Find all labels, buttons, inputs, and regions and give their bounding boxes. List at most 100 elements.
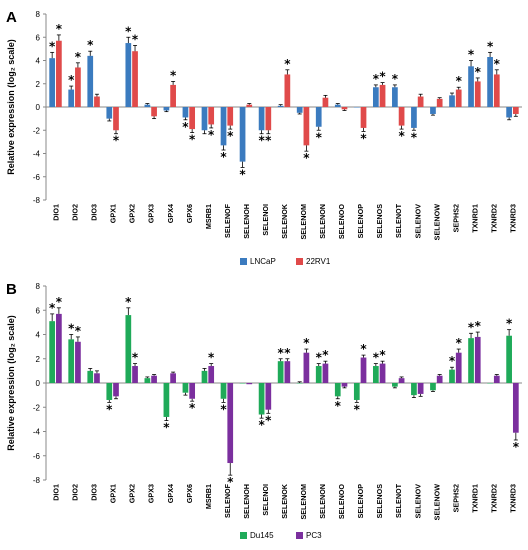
x-category-label: SELENON: [318, 484, 327, 519]
y-tick-label: -2: [33, 126, 41, 135]
bar-lncap-selenoh: [239, 107, 246, 162]
x-category-label: TXNRD1: [470, 204, 479, 233]
significance-star: *: [316, 130, 323, 144]
bar-22rv1-txnrd3: [512, 107, 519, 114]
x-category-label: GPX6: [185, 484, 194, 503]
significance-star: *: [284, 346, 291, 360]
significance-star: *: [392, 72, 399, 86]
x-category-label: SEPHS2: [451, 484, 460, 512]
x-category-label: MSRB1: [204, 484, 213, 509]
bar-lncap-gpx1: [106, 107, 113, 119]
significance-star: *: [132, 32, 139, 46]
significance-star: *: [208, 128, 215, 142]
bar-22rv1-gpx3: [151, 107, 157, 117]
x-category-label: SEPHS2: [451, 204, 460, 232]
bar-lncap-selenom: [296, 107, 303, 113]
bar-22rv1-sephs2: [455, 89, 462, 107]
bar-pc3-selenof: [227, 383, 234, 464]
bar-22rv1-selenof: [227, 107, 234, 126]
bar-du145-selenoi: [258, 383, 265, 415]
significance-star: *: [303, 151, 310, 165]
x-category-label: SELENOO: [337, 204, 346, 240]
x-category-label: SELENOT: [394, 483, 403, 518]
x-category-label: SELENOP: [356, 484, 365, 519]
bar-du145-gpx6: [182, 383, 189, 393]
significance-star: *: [49, 301, 56, 315]
bar-22rv1-selenos: [379, 84, 386, 107]
bar-du145-sephs2: [449, 369, 455, 383]
bar-du145-selenoo: [334, 383, 341, 397]
bar-pc3-selenoo: [341, 383, 348, 387]
significance-star: *: [227, 129, 234, 143]
significance-star: *: [398, 129, 405, 143]
x-category-label: SELENOI: [261, 484, 270, 516]
bar-22rv1-gpx4: [170, 84, 176, 107]
significance-star: *: [258, 418, 265, 432]
bar-pc3-selenow: [436, 375, 443, 383]
significance-star: *: [189, 133, 196, 147]
panel-a: A Relative expression (log₂ scale) -8 -6 -4 -…: [6, 9, 522, 266]
y-tick-label: -8: [33, 196, 41, 205]
bar-lncap-dio1: [49, 58, 56, 107]
significance-star: *: [239, 167, 246, 181]
bar-du145-dio2: [68, 339, 75, 383]
significance-star: *: [456, 336, 463, 350]
significance-star: *: [56, 295, 63, 309]
bar-lncap-txnrd3: [506, 107, 512, 118]
significance-star: *: [227, 475, 234, 489]
x-category-label: SELENOS: [375, 484, 384, 519]
bar-pc3-gpx6: [189, 383, 196, 399]
legend-label: Du145: [250, 531, 274, 540]
legend-swatch: [296, 532, 303, 539]
bar-lncap-gpx2: [125, 43, 132, 107]
legend-swatch: [240, 258, 247, 265]
x-category-label: GPX1: [109, 484, 118, 503]
bar-pc3-gpx2: [132, 366, 138, 383]
bar-pc3-txnrd1: [474, 336, 481, 383]
y-axis-label: Relative expression (log₂ scale): [6, 315, 16, 451]
significance-star: *: [487, 39, 494, 53]
bar-22rv1-dio2: [75, 67, 81, 107]
bar-du145-gpx4: [163, 383, 170, 417]
y-tick-label: 0: [36, 103, 41, 112]
x-category-label: SELENOT: [394, 203, 403, 238]
bar-22rv1-selenov: [417, 96, 424, 107]
significance-star: *: [278, 346, 285, 360]
x-category-label: SELENOM: [299, 484, 308, 520]
legend-label: LNCaP: [250, 257, 276, 266]
bar-pc3-selenom: [303, 352, 310, 383]
bar-lncap-dio2: [68, 89, 75, 107]
bar-22rv1-msrb1: [208, 107, 215, 125]
bar-lncap-selenoo: [334, 104, 341, 107]
x-category-label: GPX3: [147, 204, 156, 223]
panel-b: B Relative expression (log₂ scale) -8 -6 -4 -…: [6, 281, 522, 540]
x-category-label: SELENOK: [280, 483, 289, 519]
bar-du145-selenok: [277, 361, 284, 383]
bar-22rv1-selenoh: [246, 104, 253, 107]
x-category-label: GPX3: [147, 484, 156, 503]
bar-pc3-gpx3: [151, 375, 157, 383]
bar-22rv1-selenot: [398, 107, 405, 126]
significance-star: *: [456, 74, 463, 88]
bar-22rv1-selenop: [360, 107, 367, 128]
x-category-label: GPX1: [109, 204, 118, 223]
x-category-label: SELENOV: [413, 484, 422, 519]
bar-lncap-gpx6: [182, 107, 189, 118]
bar-lncap-txnrd1: [468, 66, 474, 107]
x-category-label: GPX4: [166, 484, 175, 503]
bar-lncap-selenov: [411, 107, 417, 128]
x-category-label: SELENOH: [242, 204, 251, 239]
x-category-label: SELENOK: [280, 203, 289, 239]
y-tick-label: -6: [33, 173, 41, 182]
legend-swatch: [240, 532, 247, 539]
legend-label: 22RV1: [306, 257, 331, 266]
significance-star: *: [265, 134, 272, 148]
bar-du145-txnrd3: [506, 335, 512, 383]
y-tick-label: -4: [33, 428, 41, 437]
significance-star: *: [379, 348, 386, 362]
bar-du145-gpx1: [106, 383, 113, 400]
bar-lncap-selenop: [353, 107, 360, 108]
x-category-label: SELENOH: [242, 484, 251, 519]
significance-star: *: [208, 351, 215, 365]
